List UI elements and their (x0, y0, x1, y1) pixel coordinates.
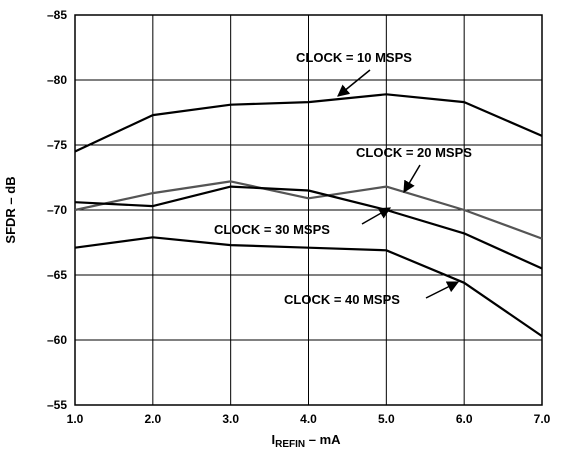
x-tick-label: 5.0 (378, 412, 395, 426)
series-label-arrow-1 (337, 69, 371, 97)
annotations: CLOCK = 10 MSPS CLOCK = 20 MSPS CLOCK = 30… (214, 50, 472, 307)
series-line-3 (74, 185, 543, 270)
x-axis-title-suffix: – mA (305, 432, 341, 447)
series-label-arrow-4 (425, 281, 460, 299)
x-tick-label: 1.0 (67, 412, 84, 426)
series-lines (74, 93, 543, 338)
x-axis-title-sub: REFIN (275, 439, 305, 450)
y-tick-label: –55 (47, 398, 67, 412)
series-label-3: CLOCK = 30 MSPS (214, 222, 330, 237)
series-label-arrow-2 (403, 164, 421, 194)
y-tick-label: –75 (47, 138, 67, 152)
x-tick-label: 4.0 (300, 412, 317, 426)
x-tick-label: 3.0 (222, 412, 239, 426)
grid (74, 14, 543, 406)
series-label-2: CLOCK = 20 MSPS (356, 145, 472, 160)
y-tick-label: –65 (47, 268, 67, 282)
y-tick-label: –80 (47, 73, 67, 87)
series-line-2 (74, 180, 543, 240)
x-axis-title: IREFIN – mA (271, 432, 341, 450)
series-label-arrow-3 (361, 207, 392, 225)
series-label-1: CLOCK = 10 MSPS (296, 50, 412, 65)
y-tick-label: –70 (47, 203, 67, 217)
x-tick-label: 2.0 (144, 412, 161, 426)
tick-labels: 1.0 2.0 3.0 4.0 5.0 6.0 7.0 –55 –60 –65 –70 –75 –80 –… (47, 8, 551, 426)
series-line-1 (74, 93, 543, 153)
x-tick-label: 7.0 (534, 412, 551, 426)
x-tick-label: 6.0 (456, 412, 473, 426)
y-tick-label: –85 (47, 8, 67, 22)
x-axis-title-main: I (271, 432, 275, 447)
y-tick-label: –60 (47, 333, 67, 347)
y-axis-title: SFDR – dB (3, 176, 18, 243)
series-label-4: CLOCK = 40 MSPS (284, 292, 400, 307)
series-line-4 (74, 236, 543, 338)
